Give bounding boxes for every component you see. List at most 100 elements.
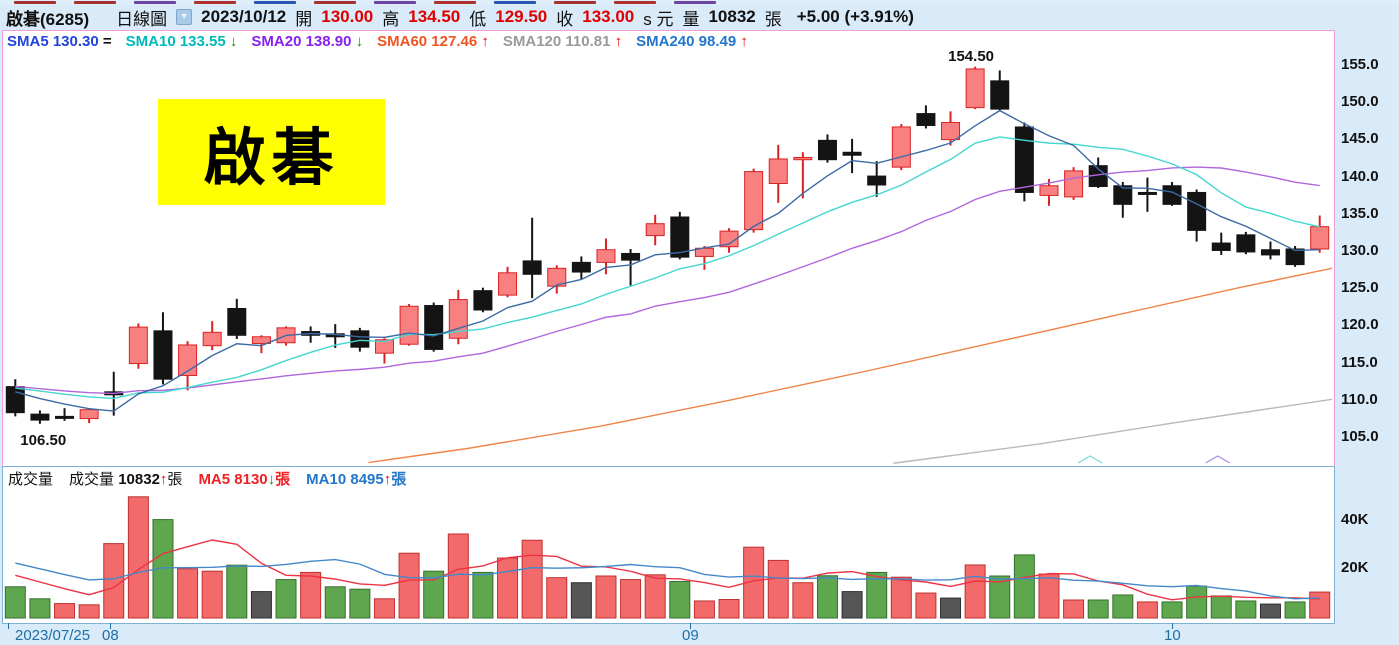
- candle-body: [79, 409, 99, 420]
- candle-body: [768, 158, 788, 185]
- sma-legend-item-sma240: SMA240 98.49 ↑: [636, 33, 748, 50]
- volume-bar: [669, 581, 691, 619]
- price-axis-label: 105.0: [1341, 428, 1379, 445]
- candle-body: [645, 223, 665, 237]
- volume-bar: [718, 599, 740, 619]
- candle-body: [891, 126, 911, 168]
- chart-type-dropdown-icon[interactable]: ▾: [176, 9, 193, 25]
- volume-bar: [521, 539, 543, 619]
- price-chart-pane[interactable]: SMA5 130.30 = SMA10 133.55 ↓ SMA20 138.90 …: [2, 30, 1335, 467]
- candle-body: [1137, 191, 1157, 195]
- volume-ma10-line: [15, 558, 1320, 600]
- candle-body: [522, 260, 542, 275]
- volume-chart-canvas[interactable]: [3, 467, 1332, 621]
- candlestick-chart-canvas[interactable]: [3, 31, 1332, 464]
- low-value: 129.50: [495, 7, 548, 26]
- menu-item-fragment: [434, 1, 476, 4]
- volume-bar: [201, 570, 223, 619]
- candle-body: [202, 331, 222, 347]
- date-axis-tick: [8, 623, 9, 629]
- ticker-annotation-box: 啟碁: [158, 99, 385, 205]
- volume-bar: [349, 588, 371, 619]
- volume-pane-title: 成交量: [8, 470, 54, 488]
- clipped-top-menu[interactable]: [0, 0, 1399, 5]
- volume-bar: [964, 564, 986, 619]
- volume-bar: [570, 582, 592, 619]
- candle-body: [916, 113, 936, 126]
- open-value: 130.00: [321, 7, 374, 26]
- menu-item-fragment: [554, 1, 596, 4]
- volume-bar: [54, 603, 76, 619]
- peak-price-label: 154.50: [948, 47, 995, 65]
- price-axis-label: 135.0: [1341, 204, 1379, 222]
- volume-axis-label: 40K: [1341, 511, 1369, 528]
- sma10-line: [15, 136, 1320, 400]
- volume-bar: [620, 579, 642, 619]
- volume-bar: [1235, 600, 1257, 619]
- candle-body: [1162, 185, 1182, 205]
- volume-ma10-item: MA10 8495↑張: [306, 470, 407, 488]
- quote-date: 2023/10/12: [201, 7, 287, 26]
- candle-body: [30, 413, 50, 421]
- volume-bar: [29, 598, 51, 619]
- volume-unit: 張: [764, 9, 782, 29]
- volume-bar: [890, 576, 912, 619]
- volume-bar: [841, 591, 863, 619]
- volume-ma5-value: 8130: [234, 470, 268, 488]
- close-value: 133.00: [582, 7, 635, 26]
- price-axis-label: 150.0: [1341, 93, 1379, 111]
- volume-bar: [1161, 601, 1183, 619]
- candle-body: [251, 336, 271, 344]
- menu-item-fragment: [74, 1, 116, 4]
- volume-bar: [300, 571, 322, 619]
- candle-body: [1211, 242, 1231, 251]
- candle-body: [424, 305, 444, 350]
- volume-bar: [1186, 585, 1208, 619]
- volume-bar: [1136, 601, 1158, 619]
- volume-bar: [1087, 599, 1109, 619]
- volume-ma5-down-arrow-icon: ↓: [267, 470, 276, 488]
- stock-name-code: 啟碁(6285): [6, 9, 90, 29]
- sma-legend-item-sma5: SMA5 130.30 =: [7, 33, 112, 50]
- price-axis-label: 120.0: [1341, 316, 1379, 334]
- price-axis: 155.0 150.0 145.0 140.0 135.0 130.0 125.0 120.0…: [1337, 30, 1399, 622]
- volume-bar: [226, 564, 248, 619]
- volume-bar: [693, 600, 715, 619]
- volume-ma10-up-arrow-icon: ↑: [383, 470, 392, 488]
- date-axis-label: 09: [682, 627, 699, 644]
- volume-bar: [1112, 594, 1134, 619]
- candle-body: [5, 386, 25, 414]
- candle-body: [498, 272, 518, 296]
- candle-body: [621, 252, 641, 261]
- volume-bar: [1210, 595, 1232, 619]
- candle-body: [1064, 170, 1084, 198]
- menu-item-fragment: [14, 1, 56, 4]
- volume-chart-pane[interactable]: 成交量 成交量 10832↑張 MA5 8130↓張 MA10 8495↑張: [2, 466, 1335, 624]
- volume-bar: [373, 598, 395, 619]
- date-axis-tick: [110, 623, 111, 629]
- candle-body: [719, 230, 739, 248]
- price-axis-label: 140.0: [1341, 167, 1379, 185]
- volume-up-arrow-icon: ↑: [159, 470, 168, 488]
- volume-bar: [1284, 601, 1306, 619]
- candle-body: [153, 330, 173, 380]
- sma-legend-item-sma20: SMA20 138.90 ↓: [251, 33, 364, 50]
- volume-bar: [866, 571, 888, 619]
- price-axis-label: 115.0: [1341, 353, 1378, 371]
- volume-bar: [792, 582, 814, 619]
- menu-item-fragment: [374, 1, 416, 4]
- menu-item-fragment: [134, 1, 176, 4]
- candle-body: [448, 299, 468, 339]
- high-value: 134.50: [408, 7, 461, 26]
- volume-bar: [915, 592, 937, 619]
- candle-body: [1285, 248, 1305, 266]
- menu-item-fragment: [194, 1, 236, 4]
- candle-body: [399, 305, 419, 345]
- candle-body: [793, 156, 813, 161]
- price-unit: s 元: [643, 9, 674, 29]
- candle-body: [473, 290, 493, 311]
- date-axis-tick: [690, 623, 691, 629]
- volume-bar: [644, 574, 666, 619]
- volume-bar: [177, 568, 199, 619]
- sma120-line: [893, 398, 1332, 464]
